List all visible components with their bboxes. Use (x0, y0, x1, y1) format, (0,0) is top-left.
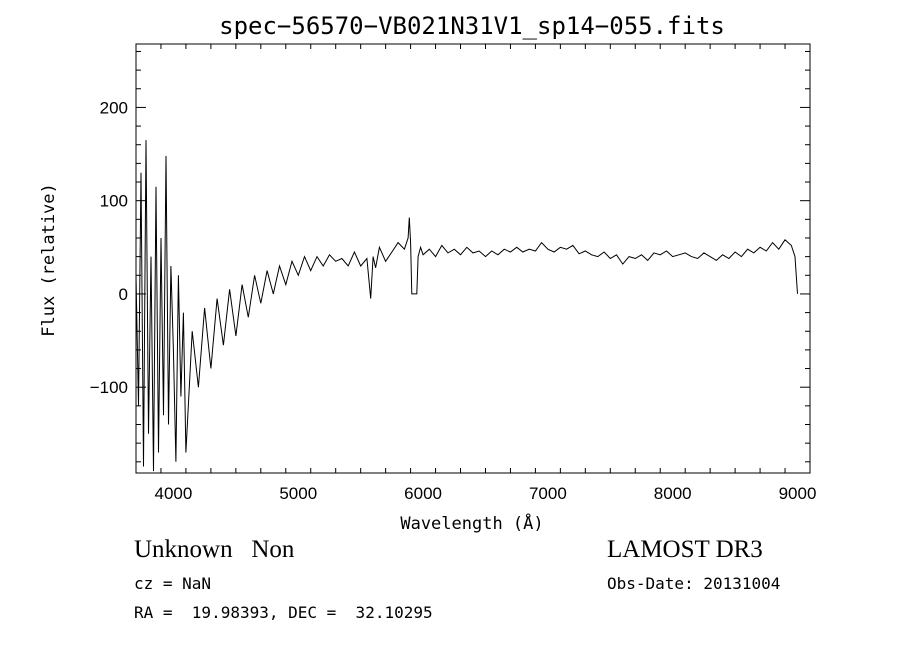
x-tick-label: 4000 (155, 484, 193, 503)
y-tick-label: 200 (100, 98, 128, 117)
axis-ticks: 4000 5000 6000 7000 8000 9000 −100 0 100 200 (90, 44, 817, 503)
observation-date: Obs-Date: 20131004 (607, 574, 781, 593)
x-axis-label: Wavelength (Å) (400, 512, 543, 534)
chart-title: spec−56570−VB021N31V1_sp14−055.fits (219, 12, 725, 40)
spectrum-line (136, 140, 798, 472)
object-class-line: Unknown Non (134, 536, 294, 564)
survey-name: LAMOST DR3 (607, 536, 763, 563)
object-subclass: Non (251, 536, 295, 563)
x-tick-label: 6000 (404, 484, 442, 503)
y-tick-label: −100 (90, 378, 128, 397)
plot-area (135, 43, 811, 474)
plot-frame (135, 43, 811, 474)
x-tick-label: 5000 (279, 484, 317, 503)
x-tick-label: 8000 (654, 484, 692, 503)
object-class: Unknown (134, 536, 233, 563)
redshift-cz: cz = NaN (134, 574, 212, 593)
y-tick-label: 0 (119, 285, 128, 304)
y-tick-label: 100 (100, 192, 128, 211)
x-tick-label: 7000 (529, 484, 567, 503)
y-axis-label: Flux (relative) (39, 183, 59, 337)
ra-dec-coordinates: RA = 19.98393, DEC = 32.10295 (134, 603, 433, 622)
x-tick-label: 9000 (779, 484, 817, 503)
